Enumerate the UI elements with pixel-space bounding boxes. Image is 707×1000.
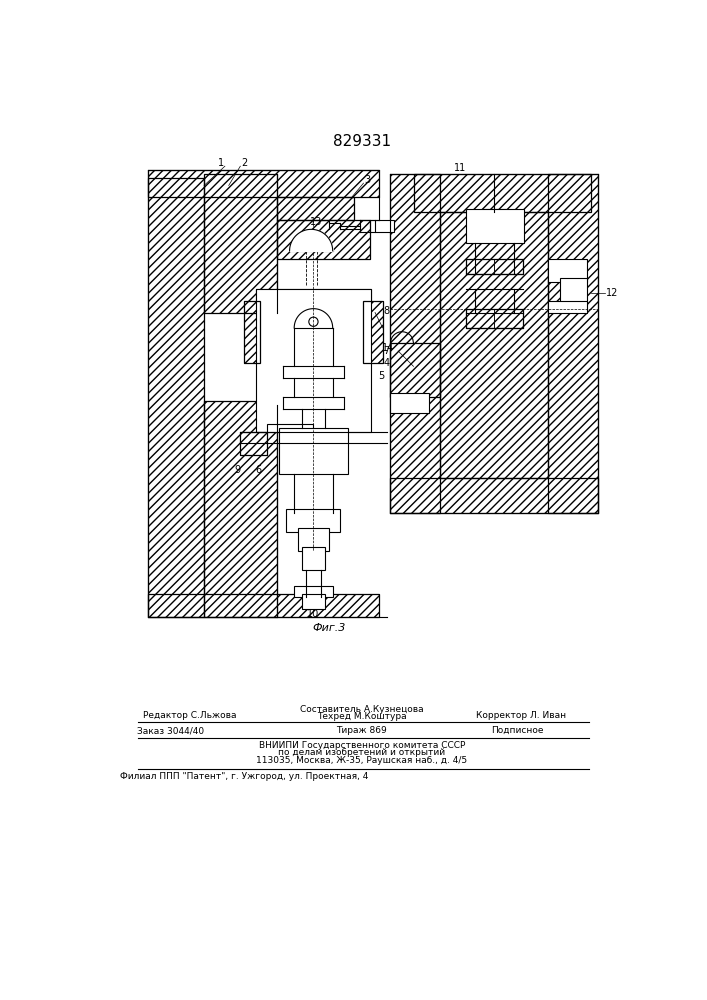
Text: Редактор С.Льжова: Редактор С.Льжова (144, 711, 237, 720)
Text: Техред М.Коштура: Техред М.Коштура (317, 712, 407, 721)
Text: 5: 5 (378, 371, 385, 381)
Bar (259, 297, 283, 374)
Text: 10: 10 (308, 609, 320, 619)
Text: 8: 8 (383, 306, 390, 316)
Bar (240, 432, 267, 455)
Bar (279, 428, 348, 474)
Text: ВНИИПИ Государственного комитета СССР: ВНИИПИ Государственного комитета СССР (259, 741, 465, 750)
Bar (390, 478, 598, 513)
Bar (244, 301, 259, 363)
Text: 829331: 829331 (333, 134, 391, 149)
Bar (363, 301, 382, 363)
Bar (277, 220, 370, 259)
Bar (277, 220, 370, 259)
Bar (549, 174, 598, 513)
Bar (560, 278, 587, 305)
Bar (560, 278, 587, 305)
Text: 12: 12 (606, 288, 619, 298)
Text: Заказ 3044/40: Заказ 3044/40 (137, 726, 204, 735)
Bar (549, 301, 587, 312)
Bar (204, 401, 277, 617)
Bar (259, 297, 283, 374)
Bar (244, 301, 259, 363)
Bar (440, 212, 549, 478)
Bar (302, 594, 325, 609)
Bar (466, 259, 523, 274)
Bar (390, 174, 440, 513)
Bar (414, 174, 590, 212)
Bar (363, 301, 382, 363)
Text: 3: 3 (364, 175, 370, 185)
Bar (148, 178, 204, 617)
Bar (344, 297, 368, 374)
Bar (302, 547, 325, 570)
Bar (148, 170, 379, 197)
Bar (549, 259, 587, 282)
Bar (298, 528, 329, 551)
Bar (494, 259, 523, 274)
Bar (414, 174, 590, 212)
Text: 6: 6 (256, 465, 262, 475)
Bar (466, 309, 494, 328)
Bar (549, 174, 598, 513)
Bar (390, 343, 440, 397)
Bar (466, 209, 524, 243)
Bar (286, 509, 340, 532)
Text: 14: 14 (382, 343, 395, 353)
Text: 13: 13 (310, 217, 322, 227)
Bar (375, 220, 395, 232)
Bar (294, 586, 333, 597)
Bar (240, 432, 267, 455)
Text: 1: 1 (218, 158, 224, 168)
Text: Тираж 869: Тираж 869 (337, 726, 387, 735)
Bar (204, 401, 277, 617)
Bar (267, 424, 313, 432)
Bar (390, 174, 440, 513)
Text: Подписное: Подписное (491, 726, 544, 735)
Bar (483, 209, 506, 216)
Text: 4: 4 (383, 358, 390, 368)
Text: 7: 7 (383, 346, 390, 356)
Bar (204, 174, 277, 312)
Bar (204, 174, 277, 312)
Bar (390, 343, 440, 397)
Bar (390, 393, 429, 413)
Bar (440, 212, 549, 478)
Bar (549, 301, 587, 312)
Text: Филиал ППП "Патент", г. Ужгород, ул. Проектная, 4: Филиал ППП "Патент", г. Ужгород, ул. Про… (120, 772, 368, 781)
Text: 9: 9 (234, 465, 240, 475)
Text: Фиг.3: Фиг.3 (312, 623, 346, 633)
Bar (148, 594, 379, 617)
Bar (390, 478, 598, 513)
Text: 113035, Москва, Ж-35, Раушская наб., д. 4/5: 113035, Москва, Ж-35, Раушская наб., д. … (257, 756, 467, 765)
Bar (256, 289, 371, 301)
Bar (256, 289, 371, 432)
Bar (148, 170, 379, 197)
Bar (148, 178, 204, 617)
Text: 2: 2 (241, 158, 247, 168)
Bar (466, 259, 494, 274)
Bar (277, 197, 354, 220)
Bar (344, 297, 368, 374)
Bar (148, 594, 379, 617)
Text: Составитель А.Кузнецова: Составитель А.Кузнецова (300, 705, 423, 714)
Text: 11: 11 (454, 163, 466, 173)
Bar (466, 309, 523, 328)
Text: Корректор Л. Иван: Корректор Л. Иван (477, 711, 566, 720)
Text: по делам изобретений и открытий: по делам изобретений и открытий (279, 748, 445, 757)
Bar (494, 309, 523, 328)
Bar (277, 197, 354, 220)
